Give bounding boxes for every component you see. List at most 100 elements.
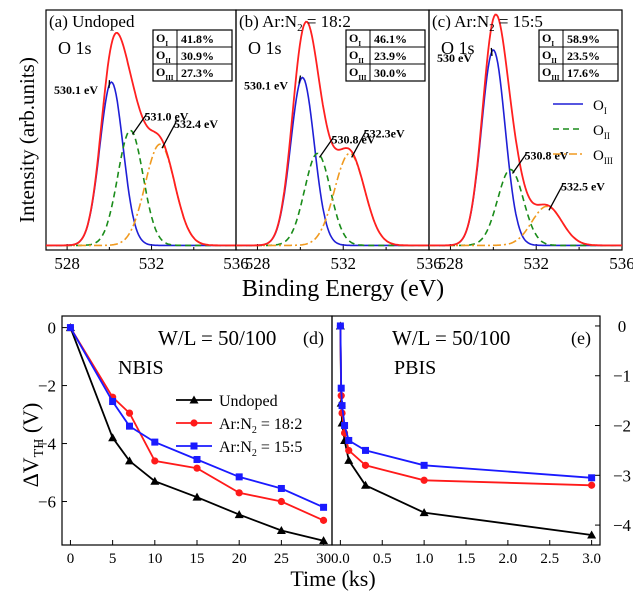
data-point: [234, 510, 244, 519]
x-tick-label: 532: [139, 254, 165, 273]
x-tick-label: 5: [109, 551, 117, 567]
x-tick-label: 0.5: [373, 551, 392, 567]
peak-o-ii-curve: [46, 129, 236, 247]
panel-label-e: (e): [571, 328, 591, 349]
x-tick-label: 536: [223, 254, 249, 273]
x-tick-label: 3.0: [582, 551, 601, 567]
y-tick-label: 0: [48, 319, 57, 338]
data-point: [235, 489, 243, 497]
peak-o-iii-curve: [236, 152, 429, 247]
panel-frame-e: [331, 315, 601, 546]
data-point: [235, 473, 243, 481]
peak-label-o-i: 530.1 eV: [54, 83, 98, 97]
table-row-value: 41.8%: [181, 32, 214, 46]
peak-o-iii-curve: [46, 143, 236, 247]
data-point: [151, 457, 159, 465]
table-row-value: 23.9%: [374, 49, 407, 63]
data-point: [337, 384, 345, 392]
data-point: [362, 446, 369, 454]
total-envelope-curve: [236, 20, 429, 247]
data-point: [193, 455, 201, 463]
panel-subtitle-c: O 1s: [441, 38, 475, 58]
x-tick-label: 532: [523, 254, 549, 273]
y-tick-label: −6: [38, 493, 56, 512]
peak-arrow: [548, 183, 564, 211]
x-tick-label: 528: [54, 254, 80, 273]
y-tick-label: −2: [613, 417, 631, 436]
top-x-axis-label: Binding Energy (eV): [242, 276, 444, 302]
x-tick-label: 536: [416, 254, 442, 273]
total-envelope-curve: [46, 32, 236, 247]
x-tick-label: 0.0: [331, 551, 350, 567]
data-point: [319, 536, 329, 545]
bottom-x-axis-label: Time (ks): [290, 566, 375, 591]
y-tick-label: 0: [618, 317, 627, 336]
panel-subtitle-a: O 1s: [58, 38, 92, 58]
data-point: [66, 324, 74, 332]
panel-annotation-d: W/L = 50/100: [158, 326, 276, 350]
legend-label-o-ii: OII: [593, 123, 610, 141]
panel-subtitle-e: PBIS: [394, 357, 436, 379]
legend-label-undoped: Undoped: [219, 393, 278, 410]
x-tick-label: 30: [316, 551, 331, 567]
data-point: [319, 516, 328, 524]
peak-label-o-ii: 530.8 eV: [331, 132, 375, 146]
table-row-label: OI: [349, 31, 361, 48]
x-tick-label: 10: [147, 551, 162, 567]
data-point: [125, 456, 134, 465]
data-point: [126, 422, 133, 430]
legend-label-o-iii: OIII: [593, 148, 613, 166]
data-point: [419, 508, 429, 517]
data-point: [277, 497, 285, 506]
table-row-value: 46.1%: [374, 32, 407, 46]
x-tick-label: 1.0: [415, 551, 434, 567]
legend-label-o-i: OI: [593, 98, 607, 116]
peak-label-o-iii: 532.5 eV: [561, 179, 605, 193]
peak-arrow: [131, 114, 147, 135]
data-point: [420, 461, 428, 469]
data-point: [150, 476, 160, 485]
data-point: [151, 438, 159, 446]
series-line-undoped: [339, 325, 592, 536]
peak-label-o-i: 530 eV: [437, 51, 472, 65]
y-tick-label: −3: [613, 466, 631, 485]
panel-subtitle-b: O 1s: [248, 38, 282, 58]
data-point: [341, 422, 349, 430]
data-point: [109, 398, 117, 406]
data-point: [193, 464, 201, 472]
data-point: [190, 419, 198, 427]
x-tick-label: 0: [67, 551, 75, 567]
data-point: [344, 455, 354, 464]
x-tick-label: 2.0: [499, 551, 518, 567]
table-row-value: 58.9%: [567, 32, 600, 46]
data-point: [345, 446, 353, 455]
panel-frame-c: [428, 9, 623, 251]
table-row-value: 17.6%: [567, 66, 600, 80]
legend-label-ar15: Ar:N2 = 15:5: [219, 439, 302, 459]
data-point: [588, 481, 596, 489]
total-envelope-curve: [429, 13, 622, 247]
peak-label-o-iii: 532.4 eV: [174, 117, 218, 131]
peak-label-o-iii: 532.3eV: [364, 126, 405, 140]
data-point: [361, 480, 370, 489]
x-tick-label: 25: [274, 551, 289, 567]
x-tick-label: 536: [609, 254, 633, 273]
peak-arrow: [161, 121, 177, 149]
data-point: [320, 503, 328, 511]
table-row-label: OI: [542, 31, 554, 48]
table-row-value: 30.9%: [181, 49, 214, 63]
y-tick-label: −2: [38, 377, 56, 396]
series-line-ar15: [69, 327, 324, 509]
data-point: [277, 484, 285, 492]
data-point: [190, 442, 198, 450]
data-point: [276, 526, 286, 535]
x-tick-label: 532: [330, 254, 356, 273]
peak-arrow: [351, 131, 367, 158]
x-tick-label: 528: [438, 254, 464, 273]
data-point: [192, 492, 202, 501]
x-tick-label: 15: [190, 551, 205, 567]
top-y-axis-label: Intensity (arb.units): [15, 57, 39, 223]
panel-title-a: (a) Undoped: [49, 12, 135, 31]
peak-label-o-ii: 531.0 eV: [144, 109, 188, 123]
